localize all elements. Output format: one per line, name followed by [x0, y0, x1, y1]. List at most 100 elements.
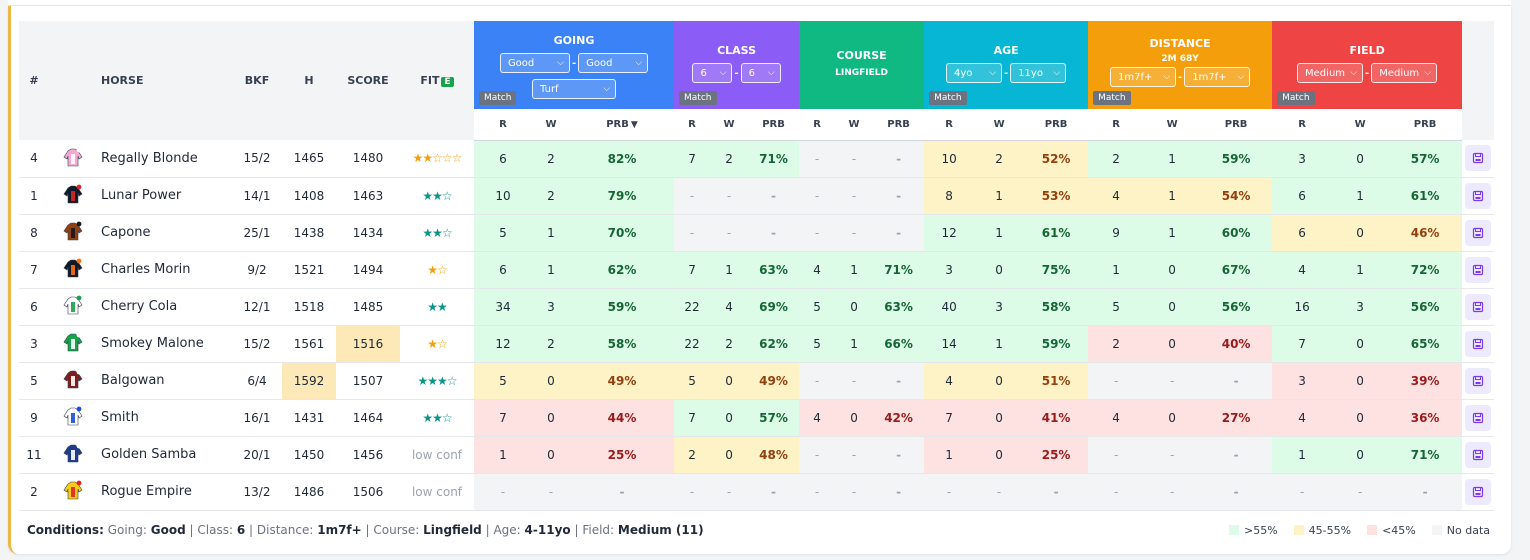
runner-number: 6	[30, 299, 38, 314]
field-from-select[interactable]: Medium ⌵	[1297, 63, 1364, 83]
save-button[interactable]	[1465, 293, 1492, 320]
subheader-course-w[interactable]: W	[835, 109, 874, 141]
field-match-button[interactable]: Match	[1277, 91, 1315, 105]
table-row[interactable]: 11 Golden Samba 20/1 1450 1456 low conf 1 0 25% 2…	[19, 436, 1495, 473]
save-button[interactable]	[1465, 145, 1492, 172]
save-button[interactable]	[1465, 441, 1492, 468]
age-w-cell: 1	[974, 177, 1025, 214]
table-row[interactable]: 9 Smith 16/1 1431 1464 ★★☆ 7 0 44% 7 0 57% 4 0 42% 7 0 41…	[19, 399, 1495, 436]
field-prb-cell: 72%	[1388, 251, 1463, 288]
conditions-course: Lingfield	[423, 523, 482, 537]
age-match-button[interactable]: Match	[929, 91, 967, 105]
subheader-class-prb[interactable]: PRB	[748, 109, 800, 141]
course-w-cell: 0	[835, 399, 874, 436]
subheader-distance-r[interactable]: R	[1088, 109, 1145, 141]
going-to-select[interactable]: Good ⌵	[578, 53, 649, 73]
age-to-select[interactable]: 11yo ⌵	[1010, 63, 1067, 83]
save-button[interactable]	[1465, 367, 1492, 394]
save-button[interactable]	[1465, 330, 1492, 357]
going-w-cell: 0	[532, 436, 570, 473]
going-w-cell: 3	[532, 288, 570, 325]
subheader-going-prb[interactable]: PRB ▼	[570, 109, 675, 141]
runner-number: 5	[30, 373, 38, 388]
subheader-course-r[interactable]: R	[799, 109, 836, 141]
fit-rating: ★☆	[427, 336, 448, 351]
subheader-going-r[interactable]: R	[474, 109, 532, 141]
class-match-button[interactable]: Match	[679, 91, 717, 105]
col-fit[interactable]: FIT E	[400, 21, 474, 140]
legend-label: 45-55%	[1308, 524, 1352, 537]
subheader-distance-w[interactable]: W	[1144, 109, 1201, 141]
subheader-age-prb[interactable]: PRB	[1024, 109, 1089, 141]
save-button[interactable]	[1465, 404, 1492, 431]
table-row[interactable]: 7 Charles Morin 9/2 1521 1494 ★☆ 6 1 62% 7 1 63% 4 1 7…	[19, 251, 1495, 288]
subheader-going-w[interactable]: W	[532, 109, 570, 141]
distance-to-select[interactable]: 1m7f+ ⌵	[1184, 67, 1251, 87]
horse-name[interactable]: Charles Morin	[101, 262, 191, 277]
class-to-select[interactable]: 6 ⌵	[740, 63, 781, 83]
horse-name[interactable]: Smokey Malone	[101, 336, 204, 351]
bkf-odds: 25/1	[243, 225, 271, 240]
silk-icon	[49, 325, 97, 362]
horse-name[interactable]: Capone	[101, 225, 151, 240]
field-r-cell: 3	[1272, 140, 1333, 177]
subheader-field-r[interactable]: R	[1272, 109, 1333, 141]
h-rating: 1438	[293, 225, 325, 240]
going-r-cell: 7	[474, 399, 532, 436]
horse-name[interactable]: Balgowan	[101, 373, 165, 388]
subheader-distance-prb[interactable]: PRB	[1200, 109, 1273, 141]
subheader-age-w[interactable]: W	[974, 109, 1025, 141]
col-h[interactable]: H	[282, 21, 336, 140]
going-from-select[interactable]: Good ⌵	[499, 53, 570, 73]
table-row[interactable]: 2 Rogue Empire 13/2 1486 1506 low conf - - - - - - -…	[19, 473, 1495, 510]
horse-name[interactable]: Golden Samba	[101, 447, 197, 462]
age-from-select[interactable]: 4yo ⌵	[946, 63, 1003, 83]
subheader-field-w[interactable]: W	[1332, 109, 1389, 141]
silk-icon	[49, 473, 97, 510]
save-button[interactable]	[1465, 182, 1492, 209]
going-match-button[interactable]: Match	[479, 91, 517, 105]
save-icon	[1473, 301, 1484, 312]
table-row[interactable]: 3 Smokey Malone 15/2 1561 1516 ★☆ 12 2 58% 22 2 62%…	[19, 325, 1495, 362]
going-prb-cell: 44%	[570, 399, 675, 436]
age-prb-cell: 75%	[1024, 251, 1089, 288]
table-row[interactable]: 6 Cherry Cola 12/1 1518 1485 ★★ 34 3 59% 22 4 69% 5 0…	[19, 288, 1495, 325]
table-row[interactable]: 8 Capone 25/1 1438 1434 ★★☆ 5 1 70% - - - - - -12 1 61% 9…	[19, 214, 1495, 251]
fit-rating: ★☆	[427, 262, 448, 277]
going-r-cell: 34	[474, 288, 532, 325]
runner-number: 11	[26, 447, 42, 462]
distance-match-button[interactable]: Match	[1093, 91, 1131, 105]
subheader-class-w[interactable]: W	[710, 109, 749, 141]
horse-name[interactable]: Rogue Empire	[101, 484, 192, 499]
class-from-select[interactable]: 6 ⌵	[692, 63, 733, 83]
subheader-class-r[interactable]: R	[674, 109, 711, 141]
horse-name[interactable]: Regally Blonde	[101, 150, 198, 166]
class-r-cell: -	[674, 473, 711, 510]
table-row[interactable]: 4 Regally Blonde 15/2 1465 1480 ★★☆☆☆ 6 2 82% 7 2 7…	[19, 140, 1495, 177]
age-r-cell: -	[924, 473, 975, 510]
field-to-select[interactable]: Medium ⌵	[1371, 63, 1438, 83]
col-bkf[interactable]: BKF	[232, 21, 282, 140]
going-r-cell: 1	[474, 436, 532, 473]
save-button[interactable]	[1465, 478, 1492, 505]
score-value: 1480	[352, 151, 384, 166]
horse-name[interactable]: Smith	[101, 410, 139, 425]
table-row[interactable]: 1 Lunar Power 14/1 1408 1463 ★★☆ 10 2 79% - - - - - -8…	[19, 177, 1495, 214]
course-r-cell: -	[799, 140, 836, 177]
save-button[interactable]	[1465, 256, 1492, 283]
field-w-cell: 0	[1332, 214, 1389, 251]
subheader-course-prb[interactable]: PRB	[873, 109, 925, 141]
save-cell	[1462, 399, 1494, 436]
subheader-field-prb[interactable]: PRB	[1388, 109, 1463, 141]
horse-name[interactable]: Cherry Cola	[101, 299, 178, 314]
horse-name[interactable]: Lunar Power	[101, 188, 182, 203]
class-prb-cell: -	[748, 177, 800, 214]
subheader-age-r[interactable]: R	[924, 109, 975, 141]
col-score[interactable]: SCORE	[336, 21, 400, 140]
course-prb-cell: 66%	[873, 325, 925, 362]
distance-from-select[interactable]: 1m7f+ ⌵	[1110, 67, 1177, 87]
table-row[interactable]: 5 Balgowan 6/4 1592 1507 ★★★☆ 5 0 49% 5 0 49% - - -4 0 5…	[19, 362, 1495, 399]
going-surface-select[interactable]: Turf ⌵	[532, 79, 617, 99]
save-button[interactable]	[1465, 219, 1492, 246]
col-horse[interactable]: HORSE	[97, 21, 232, 140]
